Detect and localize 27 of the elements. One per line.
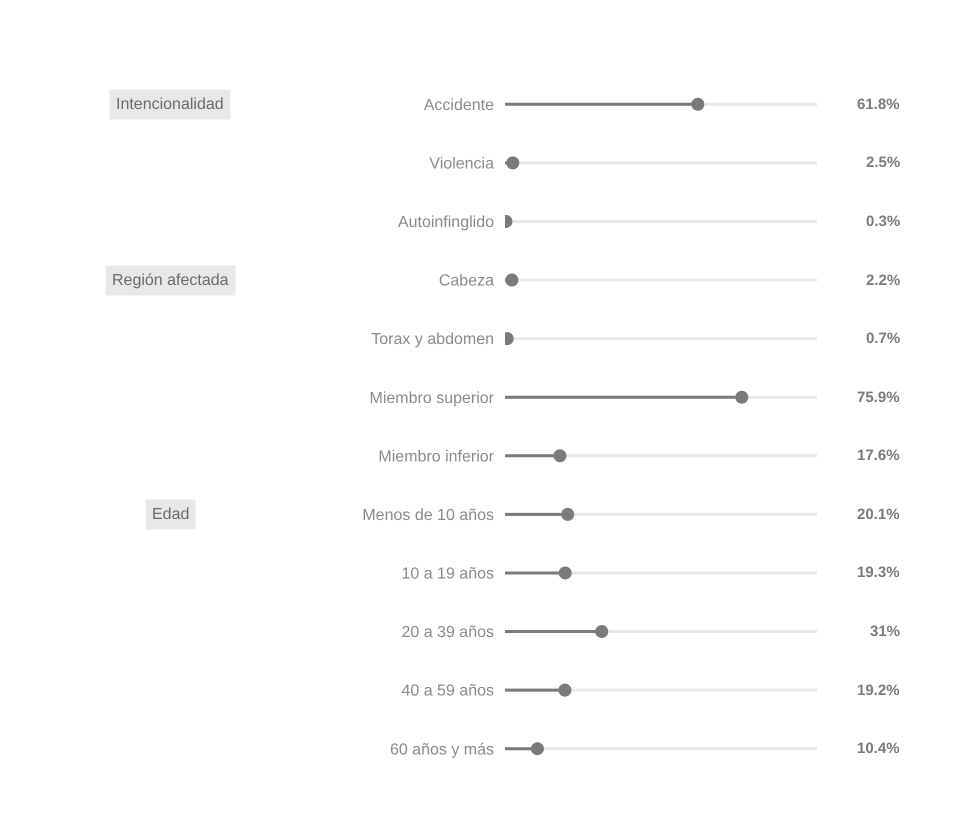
data-label: 61.8% <box>857 96 900 113</box>
data-label: 2.2% <box>866 272 900 289</box>
y-tick-label: 10 a 19 años <box>401 566 494 583</box>
y-tick-label: Violencia <box>429 155 494 172</box>
data-label: 17.6% <box>857 447 900 464</box>
data-label: 75.9% <box>857 389 900 406</box>
text: Intencionalidad <box>116 96 224 113</box>
y-tick-label: Autoinfinglido <box>398 214 494 232</box>
data-label: 10.4% <box>857 740 900 757</box>
y-tick-label: Menos de 10 años <box>362 506 494 524</box>
y-tick-label: Cabeza <box>438 272 494 290</box>
data-label: 20.1% <box>857 506 900 523</box>
y-tick-label: Accidente <box>424 96 494 114</box>
data-label: 0.3% <box>866 213 900 230</box>
y-tick-label: Miembro superior <box>370 390 495 407</box>
y-tick-label: Miembro inferior <box>378 448 495 466</box>
data-label: 2.5% <box>866 154 900 171</box>
y-tick-label: 20 a 39 años <box>401 624 494 642</box>
data-label: 31% <box>870 623 900 640</box>
y-tick-label: 60 años y más <box>390 741 494 758</box>
text: Edad <box>152 506 190 523</box>
y-tick-label: 40 a 59 años <box>401 682 494 700</box>
data-label: 19.3% <box>857 564 900 581</box>
y-tick-label: Torax y abdomen <box>371 331 494 348</box>
data-label: 19.2% <box>857 682 900 699</box>
text: Región afectada <box>112 272 229 289</box>
data-label: 0.7% <box>866 330 900 347</box>
